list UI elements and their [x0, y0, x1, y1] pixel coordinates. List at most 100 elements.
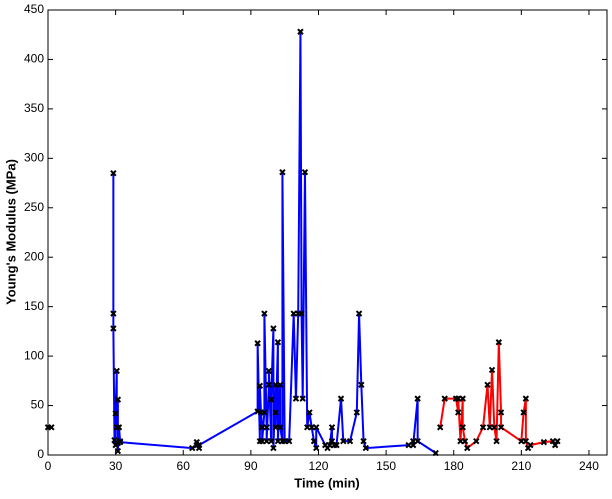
- point-marker: [270, 325, 277, 332]
- point-marker: [432, 449, 439, 457]
- y-tick-label: 50: [31, 398, 45, 412]
- point-marker: [279, 168, 286, 176]
- point-marker: [495, 339, 503, 346]
- point-marker: [461, 437, 469, 445]
- point-marker: [261, 409, 268, 416]
- point-marker: [306, 409, 313, 416]
- x-tick-label: 0: [45, 459, 52, 473]
- x-tick-label: 240: [579, 459, 599, 473]
- point-marker: [337, 395, 345, 402]
- point-marker: [346, 437, 354, 445]
- point-marker: [328, 424, 336, 431]
- point-marker: [554, 437, 561, 445]
- point-marker: [263, 424, 270, 431]
- point-marker: [298, 310, 305, 317]
- point-marker: [113, 367, 120, 375]
- y-tick-label: 300: [24, 151, 44, 165]
- x-tick-label: 90: [244, 459, 258, 473]
- point-marker: [358, 381, 365, 388]
- y-tick-label: 0: [37, 447, 44, 461]
- x-tick-label: 30: [109, 459, 123, 473]
- point-marker: [436, 424, 444, 431]
- x-tick-label: 180: [444, 459, 464, 473]
- y-tick-label: 200: [24, 249, 44, 263]
- point-marker: [333, 441, 340, 449]
- point-marker: [110, 325, 117, 332]
- point-marker: [265, 367, 273, 375]
- point-marker: [189, 444, 196, 452]
- point-marker: [479, 424, 487, 431]
- point-marker: [355, 310, 363, 317]
- point-marker: [441, 395, 448, 402]
- y-tick-label: 100: [24, 348, 44, 362]
- point-marker: [48, 424, 55, 431]
- y-tick-label: 450: [24, 2, 44, 16]
- x-tick-label: 210: [511, 459, 531, 473]
- point-marker: [527, 441, 534, 449]
- point-marker: [261, 310, 268, 317]
- point-marker: [195, 441, 203, 449]
- point-marker: [493, 437, 500, 445]
- point-marker: [522, 395, 530, 402]
- point-marker: [110, 310, 117, 317]
- point-marker: [267, 396, 275, 403]
- x-axis-label: Time (min): [294, 475, 360, 490]
- point-marker: [110, 169, 117, 177]
- point-marker: [484, 381, 491, 388]
- point-marker: [313, 424, 320, 431]
- point-marker: [414, 395, 421, 402]
- point-marker: [115, 424, 123, 431]
- point-marker: [292, 395, 300, 402]
- point-marker: [455, 409, 462, 416]
- point-marker: [340, 437, 347, 445]
- point-marker: [540, 438, 548, 446]
- series-line: [439, 342, 559, 451]
- point-marker: [520, 409, 527, 416]
- point-marker: [310, 437, 318, 445]
- y-tick-label: 400: [24, 52, 44, 66]
- point-marker: [276, 424, 284, 431]
- point-marker: [459, 424, 466, 431]
- y-axis-label: Young's Modulus (MPa): [3, 159, 18, 305]
- y-tick-label: 250: [24, 200, 44, 214]
- point-marker: [114, 447, 122, 455]
- y-tick-label: 350: [24, 101, 44, 115]
- point-marker: [254, 340, 261, 347]
- point-marker: [464, 444, 471, 452]
- x-tick-label: 60: [177, 459, 191, 473]
- point-marker: [270, 444, 277, 452]
- point-marker: [409, 441, 417, 449]
- point-marker: [299, 395, 306, 402]
- series-line: [48, 31, 437, 454]
- point-marker: [272, 409, 279, 416]
- point-marker: [297, 28, 304, 35]
- point-marker: [353, 409, 361, 416]
- point-marker: [360, 437, 367, 445]
- point-marker: [265, 381, 273, 388]
- point-marker: [267, 437, 275, 445]
- point-marker: [114, 396, 122, 403]
- x-tick-label: 120: [308, 459, 328, 473]
- point-marker: [301, 168, 309, 176]
- point-marker: [362, 444, 370, 452]
- point-marker: [497, 409, 505, 416]
- point-marker: [459, 395, 466, 402]
- point-marker: [274, 339, 282, 346]
- point-marker: [256, 382, 264, 389]
- point-marker: [491, 424, 498, 431]
- x-tick-label: 150: [376, 459, 396, 473]
- point-marker: [497, 424, 505, 431]
- point-marker: [116, 438, 124, 446]
- point-marker: [473, 437, 480, 445]
- point-marker: [488, 366, 496, 374]
- point-marker: [551, 441, 559, 449]
- point-marker: [285, 437, 293, 445]
- point-marker: [414, 437, 421, 445]
- point-marker: [276, 381, 284, 388]
- point-marker: [313, 444, 320, 452]
- point-marker: [112, 410, 119, 417]
- plot-frame: [47, 9, 608, 456]
- point-marker: [328, 437, 336, 445]
- point-marker: [522, 437, 530, 445]
